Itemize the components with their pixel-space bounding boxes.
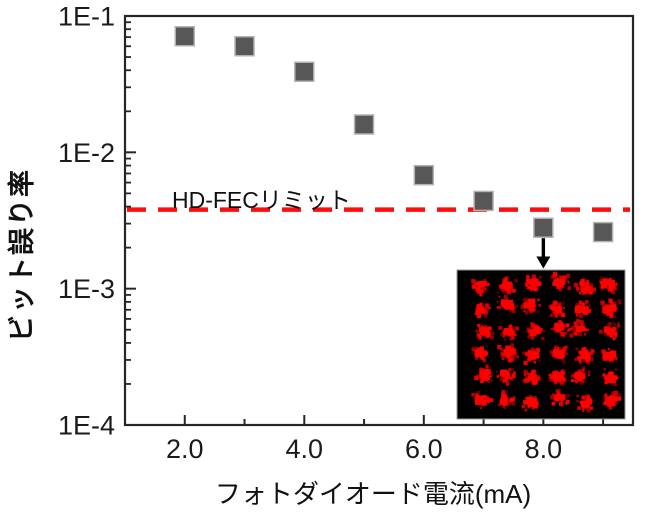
x-tick-label: 4.0 <box>286 434 324 464</box>
constellation-inset <box>456 269 626 420</box>
y-tick-label: 1E-3 <box>58 274 115 304</box>
data-point-square <box>294 61 315 83</box>
data-point-square <box>533 217 554 238</box>
x-tick-label: 2.0 <box>166 434 204 464</box>
x-axis-label: フォトダイオード電流(mA) <box>214 479 532 509</box>
data-point-square <box>473 190 494 212</box>
data-point-square <box>592 221 614 243</box>
x-tick-label: 6.0 <box>405 434 443 464</box>
x-tick-label: 8.0 <box>525 434 563 464</box>
data-point-square <box>174 26 196 47</box>
y-tick-label: 1E-2 <box>58 138 115 168</box>
y-axis-label: ビット誤り率 <box>7 168 37 342</box>
plot-frame <box>123 14 635 427</box>
hd-fec-limit-label: HD-FECリミット <box>172 187 351 213</box>
down-arrow-annotation-icon <box>536 238 551 269</box>
data-point-square <box>353 114 375 135</box>
y-tick-label: 1E-1 <box>58 2 115 32</box>
data-point-square <box>234 35 255 57</box>
data-points <box>174 26 614 243</box>
data-point-square <box>413 164 435 186</box>
inset-background <box>456 269 626 420</box>
y-tick-label: 1E-4 <box>58 411 115 441</box>
